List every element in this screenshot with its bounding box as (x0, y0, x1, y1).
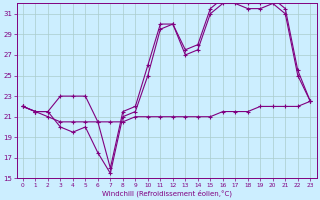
X-axis label: Windchill (Refroidissement éolien,°C): Windchill (Refroidissement éolien,°C) (101, 189, 232, 197)
